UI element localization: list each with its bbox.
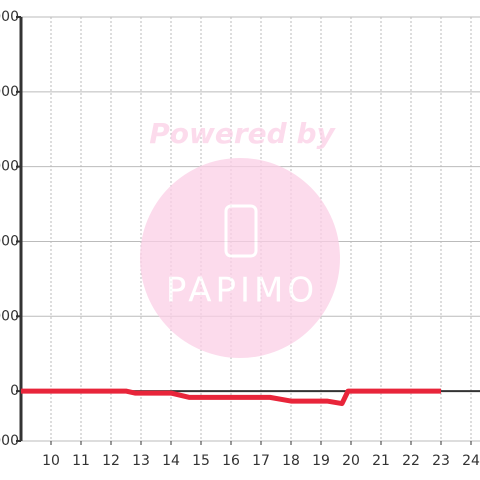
y-tick-label: 60,000 bbox=[0, 233, 19, 249]
x-tick-label: 16 bbox=[222, 453, 240, 469]
x-tick-label: 24 bbox=[462, 453, 480, 469]
x-tick-label: 15 bbox=[192, 453, 210, 469]
x-tick-label: 11 bbox=[72, 453, 90, 469]
line bbox=[21, 388, 441, 407]
x-tick-label: 20 bbox=[342, 453, 360, 469]
watermark-text: Powered by bbox=[149, 117, 336, 150]
x-tick-label: 13 bbox=[132, 453, 150, 469]
y-tick-label: 150,000 bbox=[0, 9, 19, 25]
y-tick-label: 30,000 bbox=[0, 308, 19, 324]
x-tick-label: 23 bbox=[432, 453, 450, 469]
x-tick-label: 22 bbox=[402, 453, 420, 469]
y-tick-label: 0 bbox=[10, 383, 19, 399]
y-tick-label: 120,000 bbox=[0, 84, 19, 100]
x-tick-label: 19 bbox=[312, 453, 330, 469]
x-tick-label: 21 bbox=[372, 453, 390, 469]
x-tick-label: 18 bbox=[282, 453, 300, 469]
x-tick-label: 10 bbox=[42, 453, 60, 469]
watermark-icon bbox=[224, 204, 258, 258]
y-tick-label: -20,000 bbox=[0, 433, 19, 449]
x-tick-label: 17 bbox=[252, 453, 270, 469]
watermark: Powered by PAPIMO bbox=[140, 117, 340, 358]
x-tick-label: 14 bbox=[162, 453, 180, 469]
x-tick-label: 12 bbox=[102, 453, 120, 469]
y-tick-label: 90,000 bbox=[0, 159, 19, 175]
watermark-logo: PAPIMO bbox=[166, 271, 318, 311]
watermark-circle bbox=[140, 158, 340, 358]
